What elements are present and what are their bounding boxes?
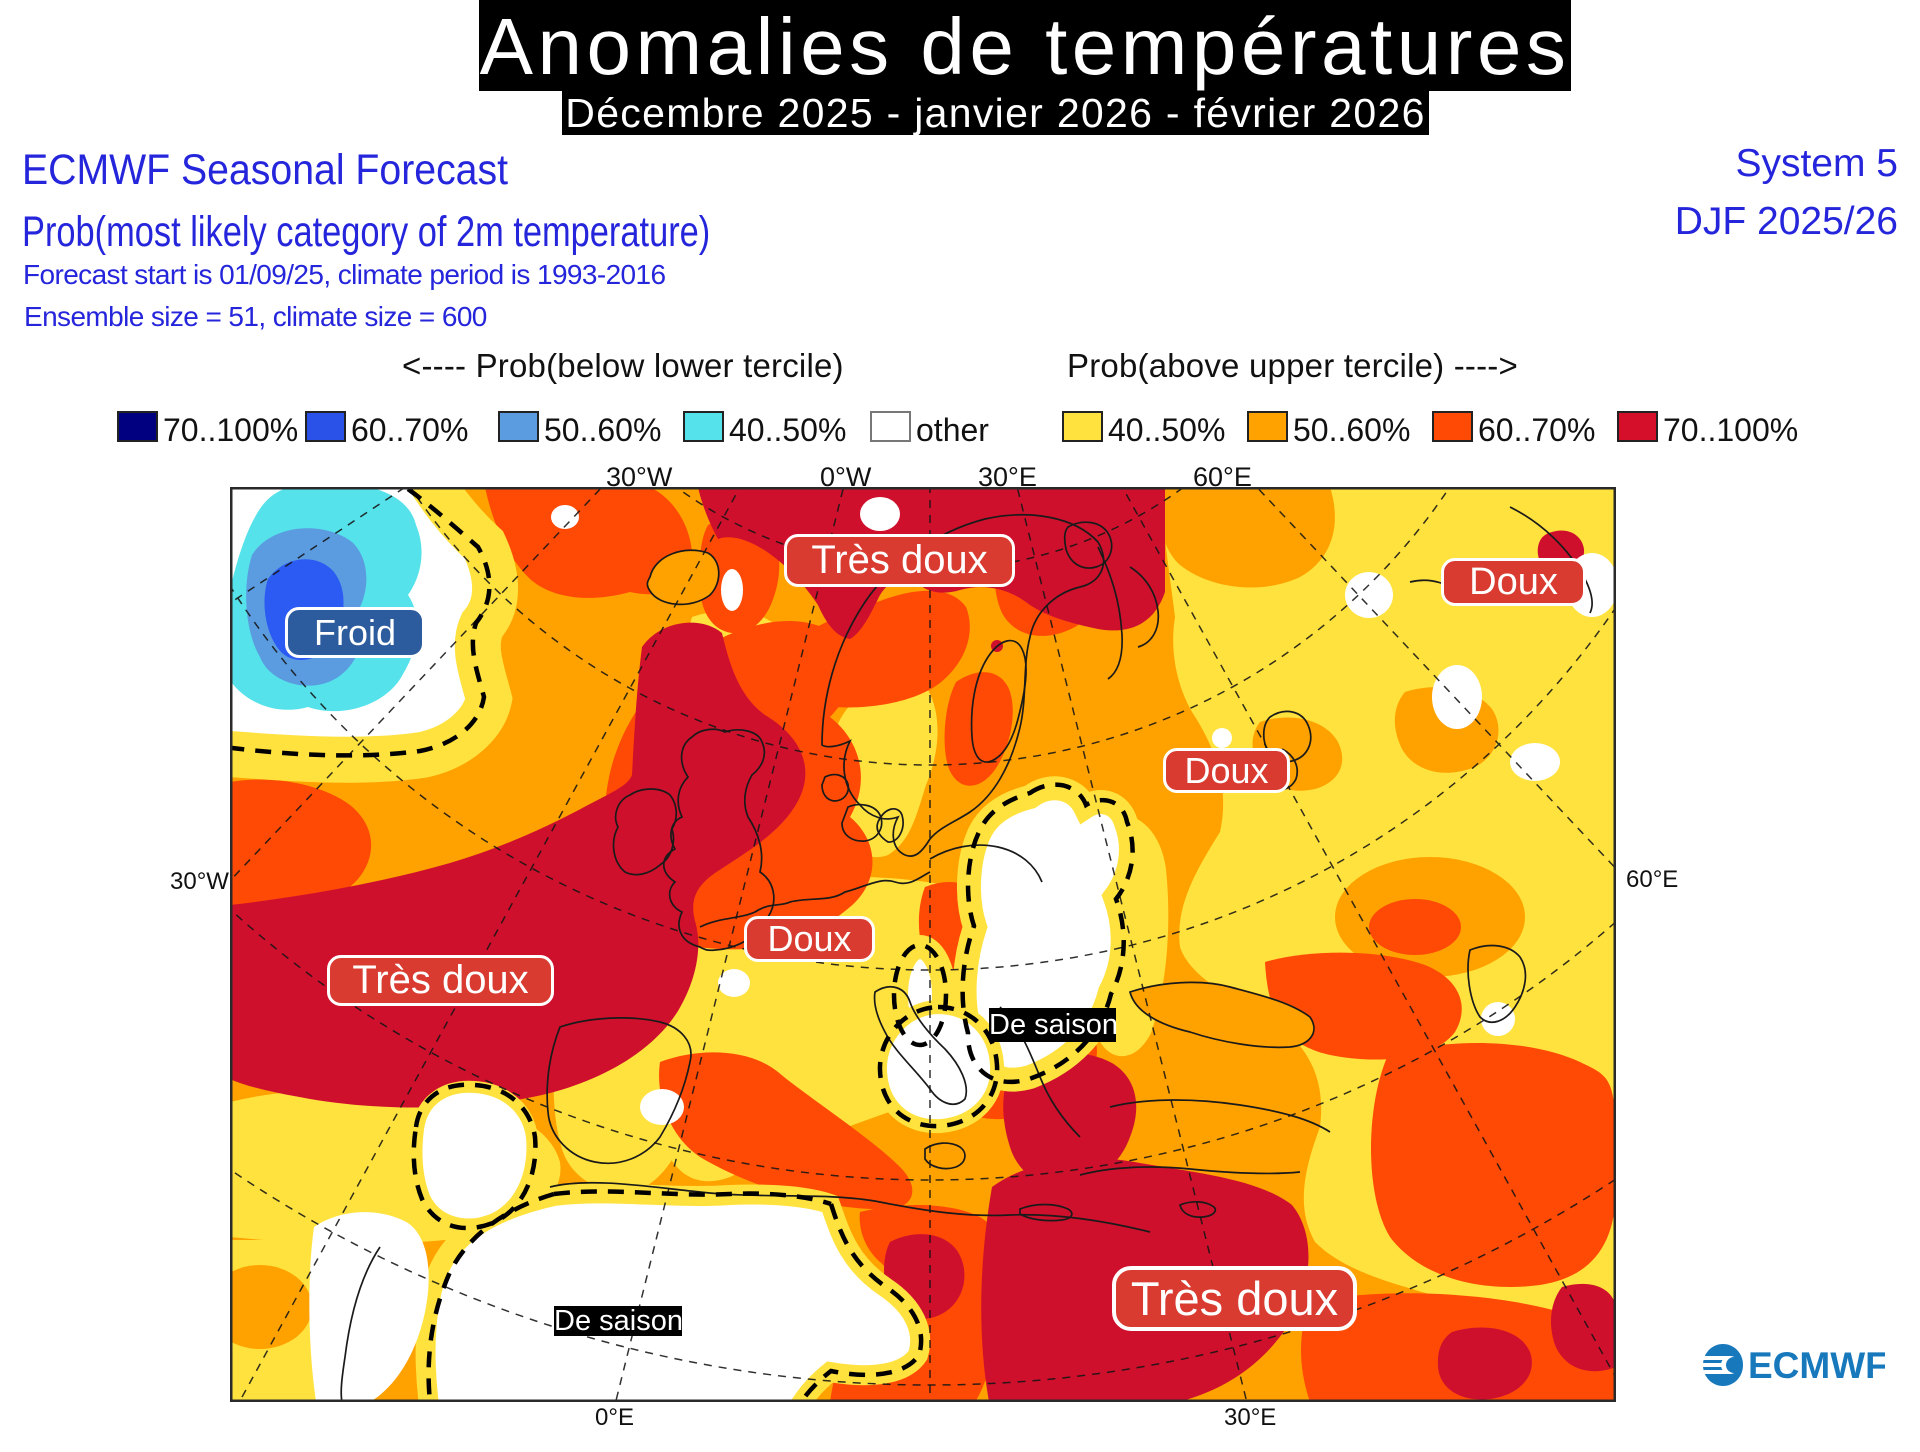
svg-text:ECMWF: ECMWF	[1748, 1345, 1885, 1386]
